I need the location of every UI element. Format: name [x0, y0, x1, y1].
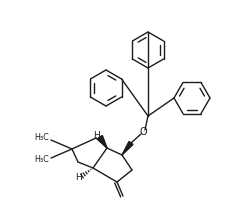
Text: H₃C: H₃C	[34, 133, 49, 143]
Text: H: H	[75, 173, 81, 183]
Text: H: H	[93, 131, 99, 141]
Polygon shape	[122, 141, 133, 155]
Text: O: O	[139, 127, 147, 137]
Polygon shape	[98, 135, 107, 148]
Text: H₃C: H₃C	[34, 156, 49, 164]
